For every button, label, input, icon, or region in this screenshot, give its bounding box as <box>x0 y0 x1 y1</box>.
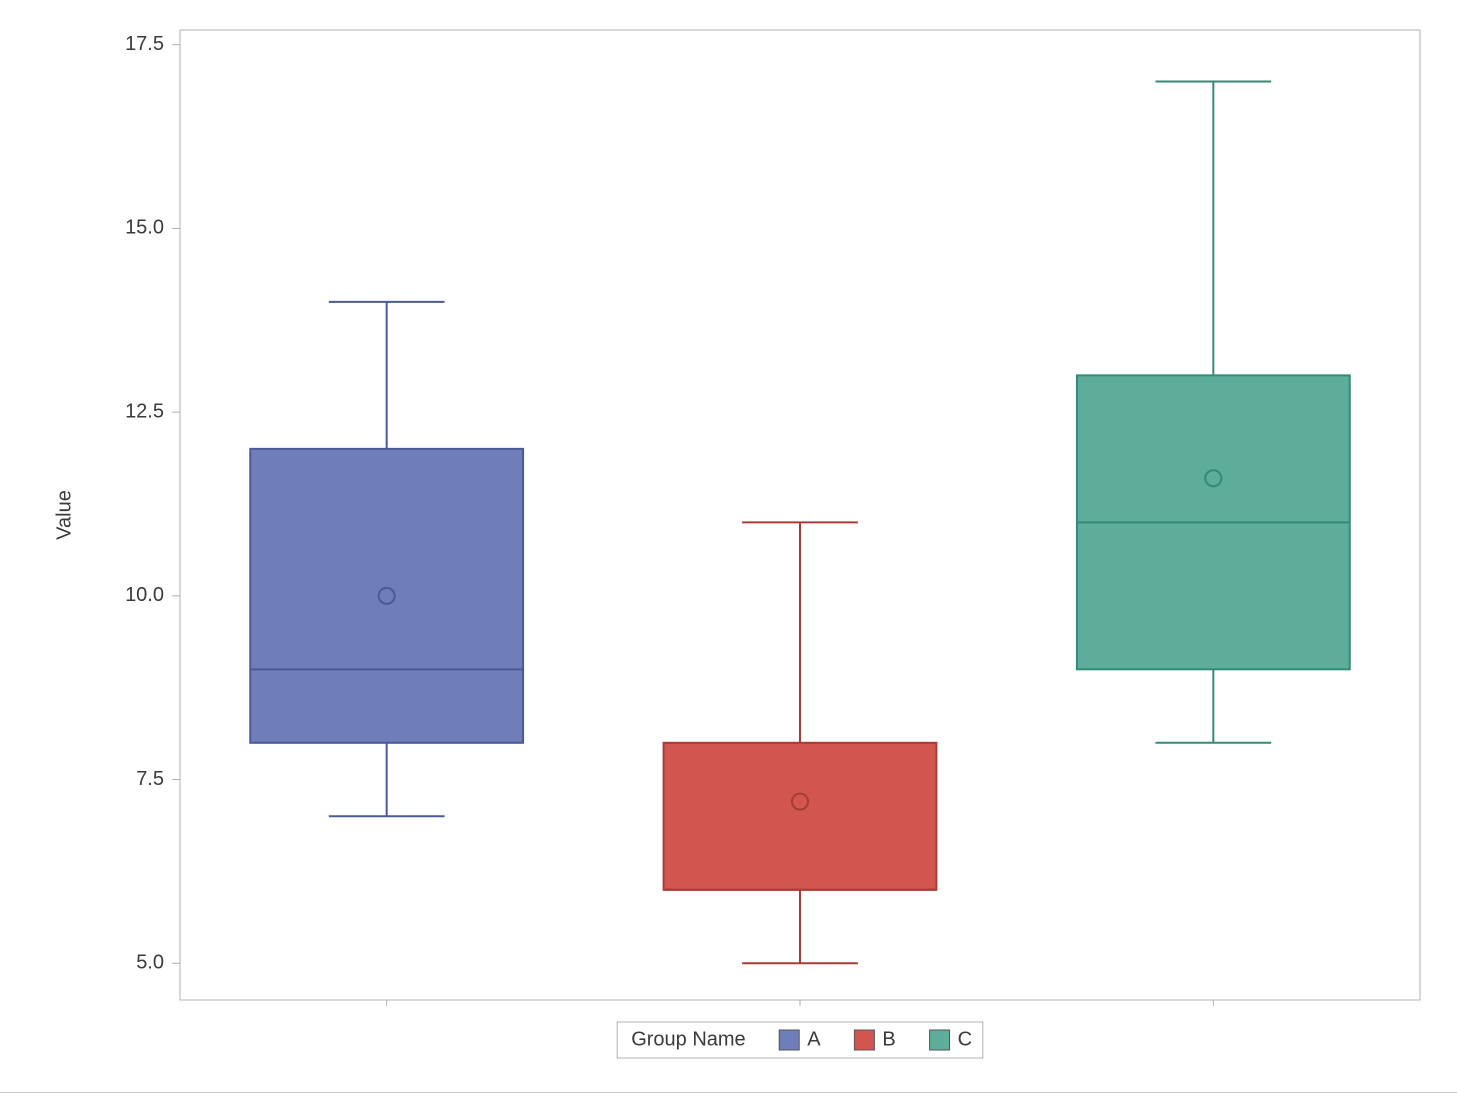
box <box>664 743 937 890</box>
legend-item-label: B <box>882 1028 895 1050</box>
y-tick-label: 5.0 <box>136 952 164 974</box>
legend: Group Name A B C <box>617 1022 983 1058</box>
y-tick-label: 12.5 <box>125 400 164 422</box>
legend-item-label: A <box>807 1028 821 1050</box>
box <box>250 449 523 743</box>
y-axis-label: Value <box>53 490 75 540</box>
chart-container: 5.0 7.5 10.0 12.5 15.0 17.5 Value Group Name A B C <box>0 0 1457 1093</box>
legend-swatch <box>779 1030 799 1050</box>
legend-item-label: C <box>958 1028 972 1050</box>
y-tick-label: 15.0 <box>125 217 164 239</box>
legend-swatch <box>854 1030 874 1050</box>
y-tick-label: 17.5 <box>125 33 164 55</box>
y-tick-label: 10.0 <box>125 584 164 606</box>
boxplot-chart: 5.0 7.5 10.0 12.5 15.0 17.5 Value Group Name A B C <box>0 0 1457 1092</box>
y-tick-label: 7.5 <box>136 768 164 790</box>
legend-swatch <box>930 1030 950 1050</box>
legend-title: Group Name <box>631 1028 746 1050</box>
